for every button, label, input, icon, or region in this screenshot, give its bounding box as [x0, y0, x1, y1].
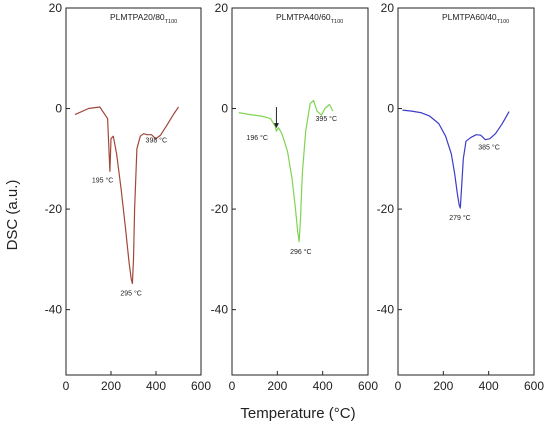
- x-tick-label: 0: [395, 379, 402, 393]
- y-tick-label: -40: [45, 303, 63, 317]
- peak-annotation: 385 °C: [478, 144, 499, 152]
- x-tick-label: 600: [524, 379, 544, 393]
- panel-frame: [65, 7, 202, 376]
- dsc-curve: [402, 109, 510, 209]
- peak-annotation: 398 °C: [146, 137, 167, 145]
- peak-annotation: 296 °C: [290, 248, 311, 256]
- x-tick-label: 600: [358, 379, 378, 393]
- peak-annotation: 279 °C: [449, 214, 470, 222]
- x-tick-label: 0: [229, 379, 236, 393]
- y-axis-label: DSC (a.u.): [4, 180, 21, 251]
- x-tick-label: 200: [433, 379, 453, 393]
- dsc-curve: [74, 106, 179, 285]
- x-tick-label: 400: [479, 379, 499, 393]
- arrow-head: [273, 123, 279, 129]
- x-axis-label: Temperature (°C): [240, 405, 355, 422]
- dsc-curve: [238, 99, 334, 243]
- panel-title: PLMTPA20/80T100: [110, 12, 177, 25]
- y-tick-label: -40: [211, 303, 229, 317]
- peak-annotation: 196 °C: [246, 134, 267, 142]
- y-tick-label: 20: [381, 1, 395, 15]
- y-tick-label: 0: [387, 102, 394, 116]
- x-tick-label: 400: [146, 379, 166, 393]
- peak-annotation: 295 °C: [120, 290, 141, 298]
- y-tick-label: 0: [221, 102, 228, 116]
- y-tick-label: 20: [49, 1, 63, 15]
- peak-annotation: 395 °C: [316, 115, 337, 123]
- y-tick-label: 20: [215, 1, 229, 15]
- panel-frame: [397, 7, 535, 376]
- x-tick-label: 200: [267, 379, 287, 393]
- panel-title: PLMTPA40/60T100: [276, 12, 343, 25]
- y-tick-label: -20: [45, 202, 63, 216]
- y-tick-label: 0: [55, 102, 62, 116]
- x-tick-label: 0: [63, 379, 70, 393]
- panel-title: PLMTPA60/40T100: [442, 12, 509, 25]
- x-tick-label: 600: [191, 379, 211, 393]
- x-tick-label: 200: [101, 379, 121, 393]
- y-tick-label: -20: [211, 202, 229, 216]
- y-tick-label: -40: [377, 303, 395, 317]
- x-tick-label: 400: [313, 379, 333, 393]
- y-tick-label: -20: [377, 202, 395, 216]
- peak-annotation: 195 °C: [92, 176, 113, 184]
- panel-frame: [231, 7, 369, 376]
